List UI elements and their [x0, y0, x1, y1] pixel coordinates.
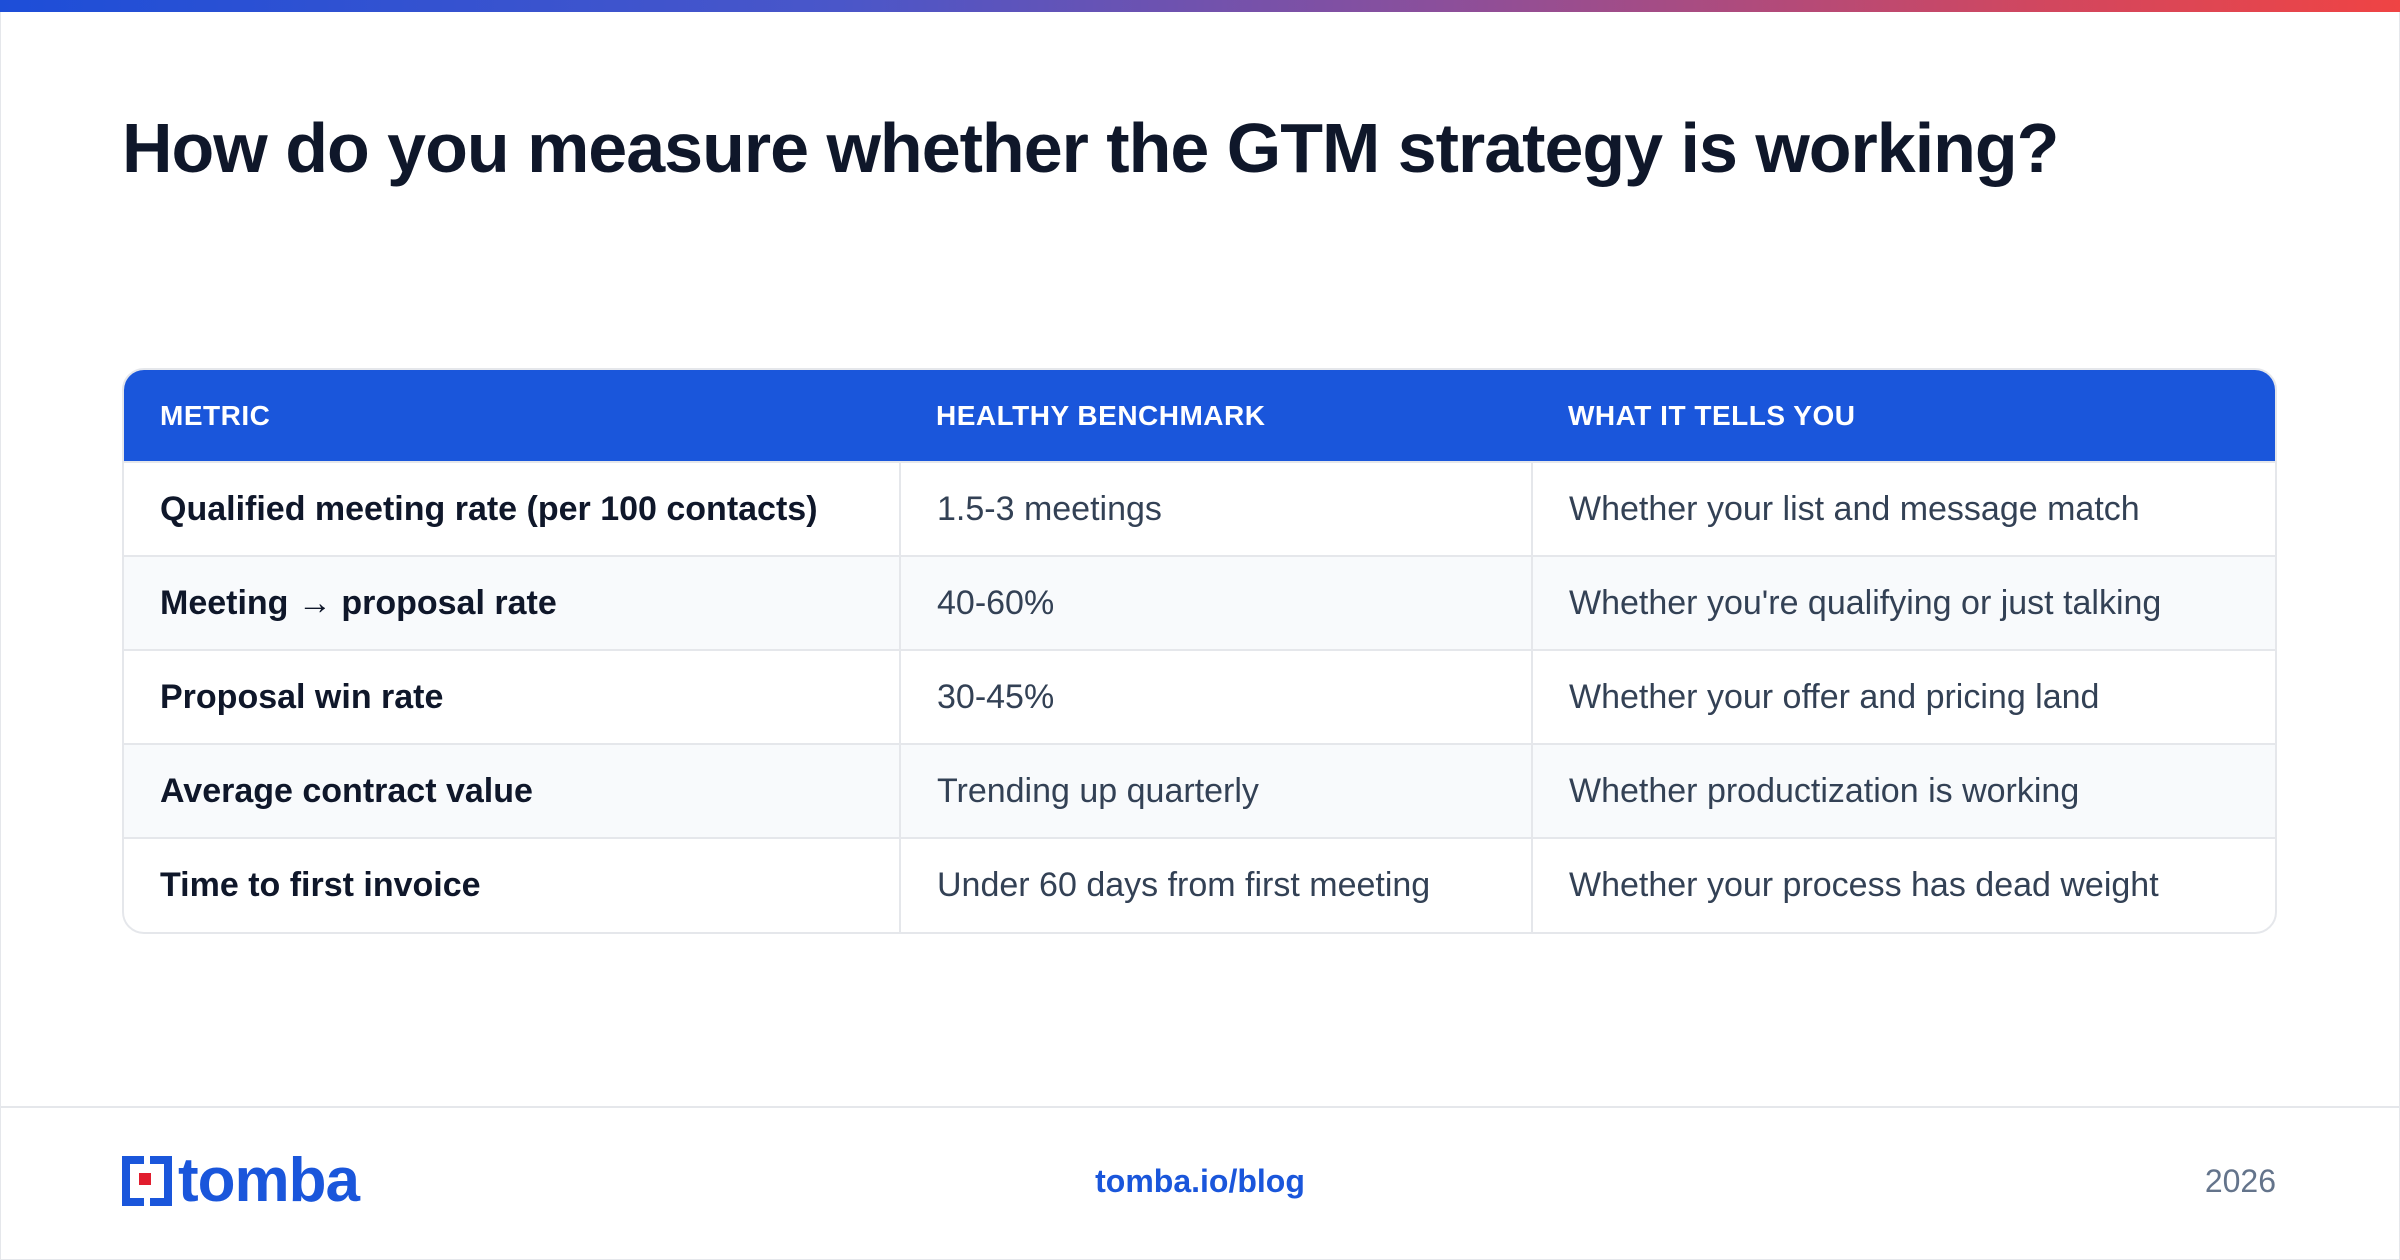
header-metric: METRIC: [160, 399, 271, 431]
benchmark-cell: 30-45%: [899, 650, 1532, 744]
metric-cell: Average contract value: [160, 771, 533, 810]
table-row: Qualified meeting rate (per 100 contacts…: [124, 462, 2275, 556]
table-row: Time to first invoice Under 60 days from…: [124, 838, 2275, 932]
top-gradient-bar: [0, 0, 2400, 12]
tomba-logo[interactable]: tomba: [122, 1146, 360, 1215]
metric-cell: Time to first invoice: [160, 866, 481, 904]
metrics-table: METRIC HEALTHY BENCHMARK WHAT IT TELLS Y…: [124, 370, 2275, 932]
table-header-row: METRIC HEALTHY BENCHMARK WHAT IT TELLS Y…: [124, 370, 2275, 462]
benchmark-cell: Under 60 days from first meeting: [899, 838, 1532, 932]
metric-cell: Proposal win rate: [160, 677, 444, 716]
table-row: Meeting → proposal rate 40-60% Whether y…: [124, 556, 2275, 650]
header-healthy-benchmark: HEALTHY BENCHMARK: [936, 399, 1266, 431]
page-title: How do you measure whether the GTM strat…: [122, 109, 2059, 187]
table-row: Average contract value Trending up quart…: [124, 744, 2275, 838]
benchmark-cell: 1.5-3 meetings: [899, 462, 1532, 556]
footer-year: 2026: [2204, 1163, 2276, 1199]
meaning-cell: Whether you're qualifying or just talkin…: [1531, 556, 2275, 650]
metric-cell: Meeting → proposal rate: [160, 583, 557, 622]
benchmark-cell: Trending up quarterly: [899, 744, 1532, 838]
logo-wordmark: tomba: [178, 1146, 360, 1215]
metric-cell: Qualified meeting rate (per 100 contacts…: [160, 489, 818, 528]
meaning-cell: Whether your list and message match: [1531, 462, 2275, 556]
metrics-table-container: METRIC HEALTHY BENCHMARK WHAT IT TELLS Y…: [122, 368, 2277, 934]
table-row: Proposal win rate 30-45% Whether your of…: [124, 650, 2275, 744]
tomba-logo-icon: [122, 1156, 172, 1206]
meaning-cell: Whether productization is working: [1531, 744, 2275, 838]
header-what-it-tells-you: WHAT IT TELLS YOU: [1568, 399, 1856, 431]
footer-divider: [0, 1106, 2400, 1108]
blog-link[interactable]: tomba.io/blog: [1095, 1163, 1305, 1199]
meaning-cell: Whether your process has dead weight: [1531, 838, 2275, 932]
benchmark-cell: 40-60%: [899, 556, 1532, 650]
meaning-cell: Whether your offer and pricing land: [1531, 650, 2275, 744]
